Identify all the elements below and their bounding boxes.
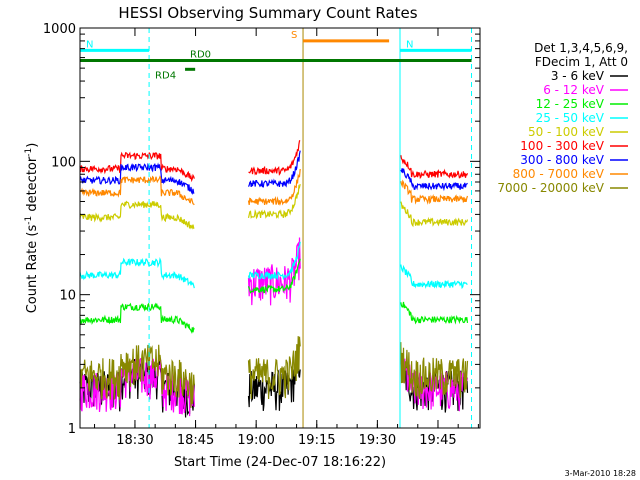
series-5-segment-2: [247, 183, 301, 220]
series-6: [79, 140, 469, 183]
series-9-segment-1: [79, 344, 195, 408]
y-axis-label-sup2: -1: [24, 148, 34, 157]
y-axis-label-mid: detector: [25, 156, 40, 216]
series-8-segment-1: [79, 175, 195, 206]
annotation-label-2: N: [406, 39, 413, 50]
x-tick-label-1: 18:30: [116, 433, 153, 448]
annotation-label-4: RD4: [155, 70, 176, 81]
chart-title: HESSI Observing Summary Count Rates: [118, 4, 417, 22]
series-6-segment-2: [248, 140, 301, 176]
axes: 18:30 18:45 19:00 19:15 19:30 19:45 1 10 100 1000: [43, 22, 480, 448]
series-9-segment-2: [247, 336, 301, 400]
series-5-segment-3: [400, 201, 469, 228]
legend-label-6: 100 - 300 keV: [520, 139, 604, 153]
plot-frame: [79, 27, 481, 429]
series-3-segment-1: [79, 302, 195, 335]
legend-label-8: 800 - 7000 keV: [513, 167, 605, 181]
series-7: [79, 150, 468, 195]
series-5: [79, 183, 469, 230]
legend-label-2: 6 - 12 keV: [543, 83, 605, 97]
series-5-segment-1: [79, 200, 195, 230]
series-4: [79, 241, 468, 290]
series-4-segment-2: [247, 241, 301, 281]
x-tick-label-6: 19:45: [419, 433, 456, 448]
annotation-label-5: S: [291, 30, 297, 41]
footer-date: 3-Mar-2010 18:28: [565, 469, 636, 478]
series-3-segment-2: [247, 258, 301, 294]
series-8-segment-2: [247, 168, 301, 207]
series-4-segment-3: [400, 264, 468, 290]
y-axis-label-end: ): [25, 143, 40, 148]
x-tick-label-4: 19:15: [298, 433, 335, 448]
x-tick-label-5: 19:30: [359, 433, 396, 448]
y-tick-label-4: 1000: [43, 22, 76, 37]
series-2-segment-2: [247, 237, 301, 306]
series-9: [79, 336, 469, 408]
legend-label-9: 7000 - 20000 keV: [497, 181, 604, 195]
series-3-segment-3: [400, 301, 469, 325]
x-tick-label-2: 18:45: [177, 433, 214, 448]
legend-header-2: FDecim 1, Att 0: [535, 55, 628, 69]
series-6-segment-1: [79, 151, 195, 183]
annotation-label-1: N: [86, 39, 93, 50]
legend-label-3: 12 - 25 keV: [536, 97, 605, 111]
legend-label-7: 300 - 800 keV: [520, 153, 604, 167]
legend-label-5: 50 - 100 keV: [528, 125, 605, 139]
x-axis-label: Start Time (24-Dec-07 18:16:22): [174, 455, 386, 470]
y-axis-label-main: Count Rate (s: [25, 225, 40, 314]
series-2-segment-1: [79, 358, 195, 417]
y-tick-label-3: 100: [51, 155, 76, 170]
y-axis-label: Count Rate (s-1 detector-1): [24, 143, 40, 314]
annotation-label-3: RD0: [190, 50, 211, 61]
y-tick-label-2: 10: [59, 289, 76, 304]
legend-header-1: Det 1,3,4,5,6,9,: [534, 41, 628, 55]
series-8: [79, 168, 469, 207]
plot-area: N N RD0 RD4 S: [79, 28, 473, 428]
legend-label-4: 25 - 50 keV: [536, 111, 605, 125]
y-tick-label-1: 1: [68, 422, 76, 437]
legend: Det 1,3,4,5,6,9, FDecim 1, Att 0 3 - 6 k…: [497, 41, 628, 195]
series-3: [79, 258, 469, 335]
y-axis-label-sup1: -1: [24, 216, 34, 225]
series-6-segment-3: [400, 154, 469, 180]
series-7-segment-1: [79, 162, 195, 195]
series-7-segment-2: [247, 150, 301, 188]
series-7-segment-3: [400, 168, 468, 192]
series-4-segment-1: [79, 257, 195, 289]
x-tick-label-3: 19:00: [237, 433, 274, 448]
legend-label-1: 3 - 6 keV: [551, 69, 605, 83]
series-8-segment-3: [400, 179, 469, 205]
series-9-segment-3: [400, 342, 469, 400]
